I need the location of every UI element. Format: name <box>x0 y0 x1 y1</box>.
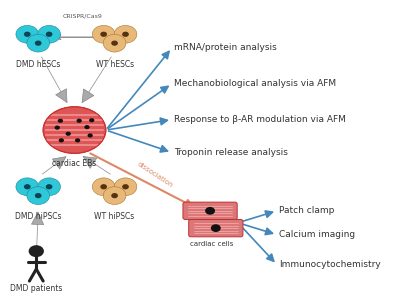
Circle shape <box>205 207 215 215</box>
Circle shape <box>59 138 64 142</box>
Circle shape <box>84 125 90 129</box>
Text: cardiac EBs: cardiac EBs <box>52 159 97 168</box>
Circle shape <box>54 126 60 130</box>
Circle shape <box>211 224 221 232</box>
Circle shape <box>58 119 63 123</box>
Circle shape <box>29 245 44 257</box>
Text: Response to β-AR modulation via AFM: Response to β-AR modulation via AFM <box>174 115 346 124</box>
Circle shape <box>24 184 31 189</box>
Text: dissociation: dissociation <box>136 161 174 189</box>
Circle shape <box>16 25 39 43</box>
Circle shape <box>114 178 137 196</box>
Text: Calcium imaging: Calcium imaging <box>279 230 355 239</box>
Text: Immunocytochemistry: Immunocytochemistry <box>279 260 380 269</box>
Circle shape <box>35 193 42 198</box>
Circle shape <box>24 32 31 37</box>
Circle shape <box>76 119 82 123</box>
Circle shape <box>38 25 60 43</box>
Text: WT hiPSCs: WT hiPSCs <box>94 212 135 222</box>
Circle shape <box>16 178 39 196</box>
Text: cardiac cells: cardiac cells <box>190 241 234 247</box>
Text: Patch clamp: Patch clamp <box>279 206 334 215</box>
Circle shape <box>103 34 126 52</box>
Circle shape <box>75 138 80 142</box>
Text: DMD patients: DMD patients <box>10 284 62 293</box>
Circle shape <box>46 184 52 189</box>
Circle shape <box>46 32 52 37</box>
Text: DMD hiPSCs: DMD hiPSCs <box>15 212 62 222</box>
Circle shape <box>27 187 50 205</box>
Circle shape <box>100 32 107 37</box>
Circle shape <box>111 40 118 46</box>
Circle shape <box>88 133 93 138</box>
Circle shape <box>92 178 115 196</box>
Circle shape <box>114 25 137 43</box>
Text: Mechanobiological analysis via AFM: Mechanobiological analysis via AFM <box>174 79 336 88</box>
Circle shape <box>89 118 94 122</box>
Circle shape <box>38 178 60 196</box>
Ellipse shape <box>43 107 106 153</box>
FancyBboxPatch shape <box>183 202 237 219</box>
Circle shape <box>66 132 71 136</box>
Text: DMD hESCs: DMD hESCs <box>16 60 60 69</box>
Circle shape <box>27 34 50 52</box>
Circle shape <box>122 32 129 37</box>
FancyBboxPatch shape <box>189 219 243 237</box>
Text: CRISPR/Cas9: CRISPR/Cas9 <box>62 14 102 19</box>
Text: Troponin release analysis: Troponin release analysis <box>174 148 288 157</box>
Circle shape <box>35 40 42 46</box>
Text: mRNA/protein analysis: mRNA/protein analysis <box>174 43 276 52</box>
Circle shape <box>103 187 126 205</box>
Circle shape <box>100 184 107 189</box>
Text: WT hESCs: WT hESCs <box>96 60 134 69</box>
Circle shape <box>92 25 115 43</box>
Circle shape <box>111 193 118 198</box>
Circle shape <box>122 184 129 189</box>
